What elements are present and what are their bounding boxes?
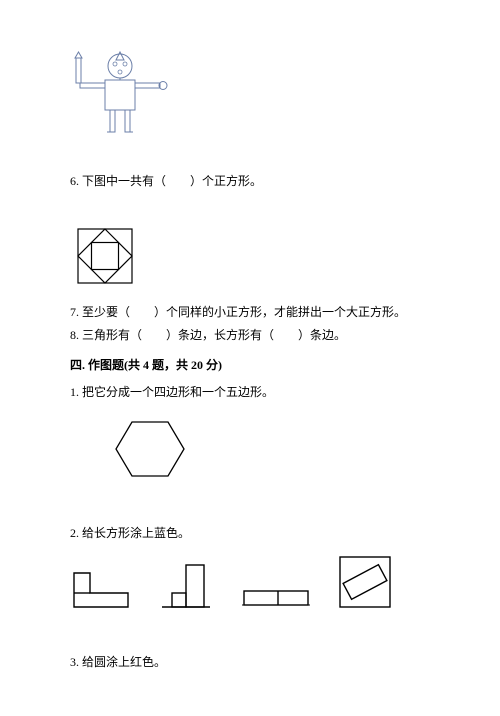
- worksheet-page: 6. 下图中一共有（ ）个正方形。 7. 至少要（ ）个同样的小正方形，才能拼出…: [0, 0, 500, 716]
- shape-1: [70, 569, 132, 611]
- shapes-row: [70, 553, 440, 611]
- robot-svg: [70, 48, 170, 148]
- shape-3: [240, 581, 312, 611]
- drawing-q2: 2. 给长方形涂上蓝色。: [70, 524, 440, 543]
- question-6: 6. 下图中一共有（ ）个正方形。: [70, 172, 440, 191]
- shape-2: [156, 561, 216, 611]
- hexagon-figure: [110, 416, 440, 482]
- robot-figure: [70, 48, 440, 148]
- drawing-q1: 1. 把它分成一个四边形和一个五边形。: [70, 383, 440, 402]
- nested-squares-figure: [70, 221, 440, 291]
- section-4-title: 四. 作图题(共 4 题，共 20 分): [70, 356, 440, 375]
- nested-squares-svg: [70, 221, 140, 291]
- drawing-q3: 3. 给圆涂上红色。: [70, 653, 440, 672]
- question-7: 7. 至少要（ ）个同样的小正方形，才能拼出一个大正方形。: [70, 303, 440, 322]
- hexagon-svg: [110, 416, 190, 482]
- shape-4: [336, 553, 394, 611]
- question-8: 8. 三角形有（ ）条边，长方形有（ ）条边。: [70, 326, 440, 345]
